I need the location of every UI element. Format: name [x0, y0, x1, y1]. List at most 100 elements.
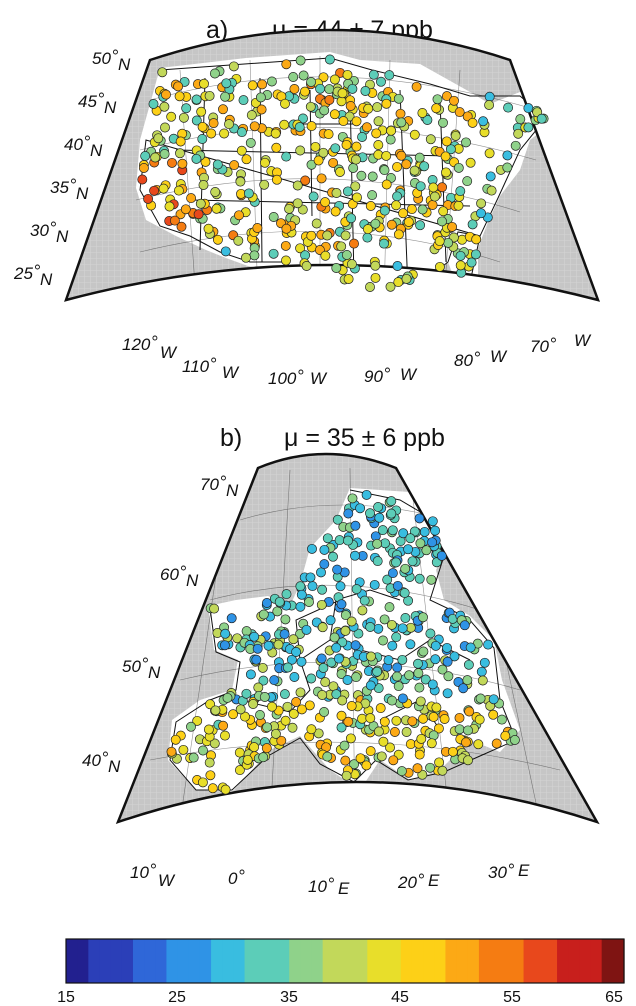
station-marker [350, 640, 361, 651]
colorbar-segment [233, 939, 246, 983]
station-marker [337, 695, 348, 706]
panel-b-lat-50: 50 [122, 657, 141, 676]
station-marker [282, 701, 293, 712]
station-marker [454, 712, 465, 723]
colorbar-segment [411, 939, 424, 983]
station-marker [245, 669, 256, 680]
station-marker [467, 219, 478, 230]
station-marker [350, 520, 361, 531]
station-marker [236, 145, 247, 156]
station-marker [256, 104, 267, 115]
station-marker [281, 255, 291, 266]
colorbar-segment [579, 939, 592, 983]
station-marker [413, 668, 424, 679]
station-marker [372, 666, 383, 677]
station-marker [459, 620, 470, 631]
colorbar-tick-35: 35 [280, 989, 298, 1006]
panel-b-lat-70-hemi: N [226, 481, 239, 500]
station-marker [320, 197, 331, 208]
station-marker [251, 654, 262, 665]
station-marker [441, 91, 452, 102]
station-marker [274, 596, 285, 607]
station-marker [305, 572, 316, 583]
degree-symbol [239, 869, 245, 875]
colorbar-segment [423, 939, 435, 983]
station-marker [369, 579, 380, 590]
panel-a-lon-100-hemi: W [310, 369, 328, 388]
colorbar-segment [333, 939, 346, 983]
station-marker [332, 514, 343, 525]
station-marker [414, 152, 425, 163]
degree-symbol [143, 657, 148, 663]
station-marker [342, 69, 353, 80]
station-marker [342, 675, 353, 685]
station-marker [427, 200, 438, 210]
station-marker [159, 101, 170, 112]
station-marker [434, 236, 445, 247]
station-marker [317, 622, 328, 633]
station-marker [226, 613, 237, 624]
station-marker [191, 94, 202, 105]
station-marker [267, 701, 277, 712]
panel-a-lon-70-hemi: W [574, 331, 592, 350]
station-marker [296, 589, 307, 600]
station-marker [173, 185, 184, 196]
station-marker [417, 108, 428, 118]
panel-a-lat-labels: 50 N 45 N 40 N 35 N 30 N 25 N [13, 49, 131, 289]
station-marker [366, 651, 376, 662]
station-marker [220, 246, 231, 257]
station-marker [329, 109, 340, 120]
station-marker [373, 726, 384, 737]
station-marker [322, 230, 333, 241]
station-marker [484, 91, 495, 102]
panel-b-lat-70: 70 [200, 475, 219, 494]
panel-a-frame [64, 28, 600, 302]
station-marker [219, 128, 230, 139]
panel-b-lon-30e: 30 [488, 863, 507, 882]
station-marker [336, 241, 347, 252]
station-marker [281, 223, 292, 234]
station-marker [426, 574, 437, 585]
panel-a-lat-40-hemi: N [90, 141, 103, 160]
station-marker [341, 770, 352, 781]
station-marker [220, 784, 231, 795]
colorbar-segment [445, 939, 458, 983]
station-marker [222, 692, 233, 703]
station-marker [346, 213, 357, 224]
station-marker [475, 693, 486, 704]
panel-b-lat-labels: 70 N 60 N 50 N 40 N [82, 475, 239, 776]
station-marker [385, 281, 396, 292]
colorbar-tick-65: 65 [605, 989, 623, 1006]
station-marker [449, 95, 459, 106]
station-marker [488, 694, 499, 705]
colorbar-segment [244, 939, 257, 983]
degree-symbol [181, 565, 186, 571]
station-marker [450, 130, 461, 141]
station-marker [392, 261, 403, 271]
station-marker [186, 721, 196, 732]
station-marker [195, 198, 206, 209]
station-marker [388, 755, 399, 766]
panel-b-mean-title: μ = 35 ± 6 ppb [284, 424, 445, 452]
station-marker [330, 206, 341, 217]
station-marker [295, 687, 306, 698]
station-marker [389, 727, 400, 737]
station-marker [473, 739, 484, 750]
station-marker [209, 738, 220, 749]
colorbar-segment [612, 939, 625, 983]
panel-a-lon-120: 120 [122, 335, 151, 354]
station-marker [160, 122, 170, 133]
degree-symbol [298, 369, 304, 375]
station-marker [463, 659, 474, 670]
station-marker [404, 670, 415, 681]
station-marker [488, 709, 499, 720]
station-marker [324, 84, 335, 95]
station-marker [159, 149, 170, 159]
station-marker [509, 735, 520, 745]
station-marker [470, 249, 481, 260]
station-marker [280, 715, 291, 726]
station-marker [199, 78, 209, 89]
station-marker [430, 525, 441, 536]
panel-a-lat-45: 45 [78, 92, 97, 111]
station-marker [437, 664, 448, 675]
